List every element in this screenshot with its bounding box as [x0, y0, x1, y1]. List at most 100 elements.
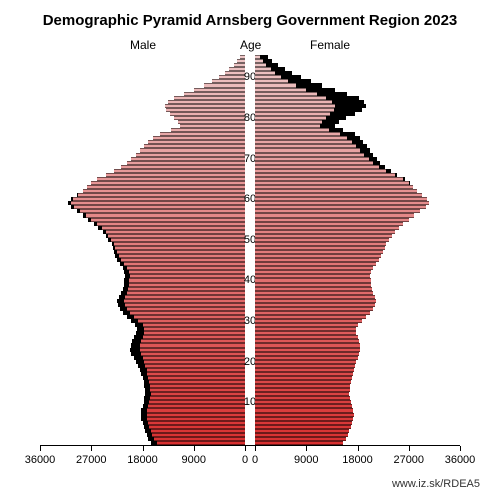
female-bar-age-23	[255, 348, 460, 352]
x-tick	[358, 446, 359, 451]
x-tick	[460, 446, 461, 451]
male-bar-age-10	[40, 400, 245, 404]
male-bar-age-45	[40, 258, 245, 262]
male-bar-age-62	[40, 189, 245, 193]
male-bar-age-28	[40, 327, 245, 331]
female-bar-age-39	[255, 283, 460, 287]
male-bar-age-40	[40, 278, 245, 282]
male-bar-age-66	[40, 173, 245, 177]
female-bar-age-7	[255, 413, 460, 417]
male-bar-age-43	[40, 266, 245, 270]
female-bar-age-91	[255, 71, 460, 75]
female-bar-age-9	[255, 404, 460, 408]
male-bar-age-20	[40, 360, 245, 364]
female-bar-age-2	[255, 433, 460, 437]
male-bar-age-52	[40, 230, 245, 234]
female-bar-age-41	[255, 274, 460, 278]
male-bar-age-73	[40, 144, 245, 148]
female-bar-age-50	[255, 238, 460, 242]
male-bar-age-80	[40, 116, 245, 120]
male-bar-age-92	[40, 67, 245, 71]
female-bar-age-53	[255, 226, 460, 230]
male-bar-age-5	[40, 421, 245, 425]
male-bar-age-60	[40, 197, 245, 201]
female-bar-age-28	[255, 327, 460, 331]
male-bar-age-51	[40, 234, 245, 238]
female-bar-age-16	[255, 376, 460, 380]
male-bar-age-59	[40, 201, 245, 205]
female-bar-age-60	[255, 197, 460, 201]
male-bar-age-31	[40, 315, 245, 319]
x-axis: 3600027000180009000009000180002700036000	[40, 445, 460, 475]
male-bar-age-27	[40, 331, 245, 335]
female-bar-age-15	[255, 380, 460, 384]
female-bar-age-86	[255, 92, 460, 96]
female-bar-age-74	[255, 140, 460, 144]
female-bar-age-38	[255, 287, 460, 291]
female-bar-age-3	[255, 429, 460, 433]
female-bar-age-89	[255, 79, 460, 83]
female-bar-age-52	[255, 230, 460, 234]
male-bar-age-48	[40, 246, 245, 250]
female-bar-age-45	[255, 258, 460, 262]
female-bar-age-59	[255, 201, 460, 205]
female-label: Female	[310, 38, 350, 52]
female-bar-age-21	[255, 356, 460, 360]
x-tick-label: 36000	[445, 454, 476, 466]
female-bar-age-6	[255, 417, 460, 421]
female-bar-age-1	[255, 437, 460, 441]
male-bar-age-76	[40, 132, 245, 136]
female-bar-age-76	[255, 132, 460, 136]
female-bar-age-43	[255, 266, 460, 270]
x-tick-label: 27000	[393, 454, 424, 466]
x-tick-label: 0	[252, 454, 258, 466]
x-tick	[255, 446, 256, 451]
male-bar-age-90	[40, 75, 245, 79]
female-bar-age-85	[255, 96, 460, 100]
male-bar-age-55	[40, 218, 245, 222]
female-bar-age-77	[255, 128, 460, 132]
male-bar-age-44	[40, 262, 245, 266]
female-bar-age-69	[255, 161, 460, 165]
male-bar-age-94	[40, 59, 245, 63]
male-bar-age-64	[40, 181, 245, 185]
male-bar-age-83	[40, 104, 245, 108]
female-bar-age-67	[255, 169, 460, 173]
female-bar-age-11	[255, 396, 460, 400]
female-bar-age-58	[255, 205, 460, 209]
male-bar-age-91	[40, 71, 245, 75]
male-label: Male	[130, 38, 156, 52]
female-bar-age-64	[255, 181, 460, 185]
x-tick-label: 18000	[127, 454, 158, 466]
female-bar-age-36	[255, 295, 460, 299]
female-bar-age-24	[255, 343, 460, 347]
female-bar-age-27	[255, 331, 460, 335]
source-url: www.iz.sk/RDEA5	[392, 478, 480, 490]
chart-title: Demographic Pyramid Arnsberg Government …	[0, 12, 500, 29]
x-tick-label: 9000	[294, 454, 318, 466]
male-bar-age-78	[40, 124, 245, 128]
female-bar-age-18	[255, 368, 460, 372]
male-bar-age-3	[40, 429, 245, 433]
male-bar-age-71	[40, 153, 245, 157]
female-bar-age-78	[255, 124, 460, 128]
male-bar-age-14	[40, 384, 245, 388]
male-bar-age-22	[40, 352, 245, 356]
female-bar-age-12	[255, 392, 460, 396]
female-bar-age-51	[255, 234, 460, 238]
female-bar-age-30	[255, 319, 460, 323]
male-bar-age-57	[40, 209, 245, 213]
male-bar-age-11	[40, 396, 245, 400]
male-bar-age-65	[40, 177, 245, 181]
male-bar-age-72	[40, 148, 245, 152]
female-bar-age-48	[255, 246, 460, 250]
female-bar-age-80	[255, 116, 460, 120]
male-bar-age-89	[40, 79, 245, 83]
female-bar-age-75	[255, 136, 460, 140]
male-bar-age-88	[40, 83, 245, 87]
female-bar-age-57	[255, 209, 460, 213]
female-bar-age-81	[255, 112, 460, 116]
female-bar-age-55	[255, 218, 460, 222]
x-tick	[245, 446, 246, 451]
male-bar-age-75	[40, 136, 245, 140]
